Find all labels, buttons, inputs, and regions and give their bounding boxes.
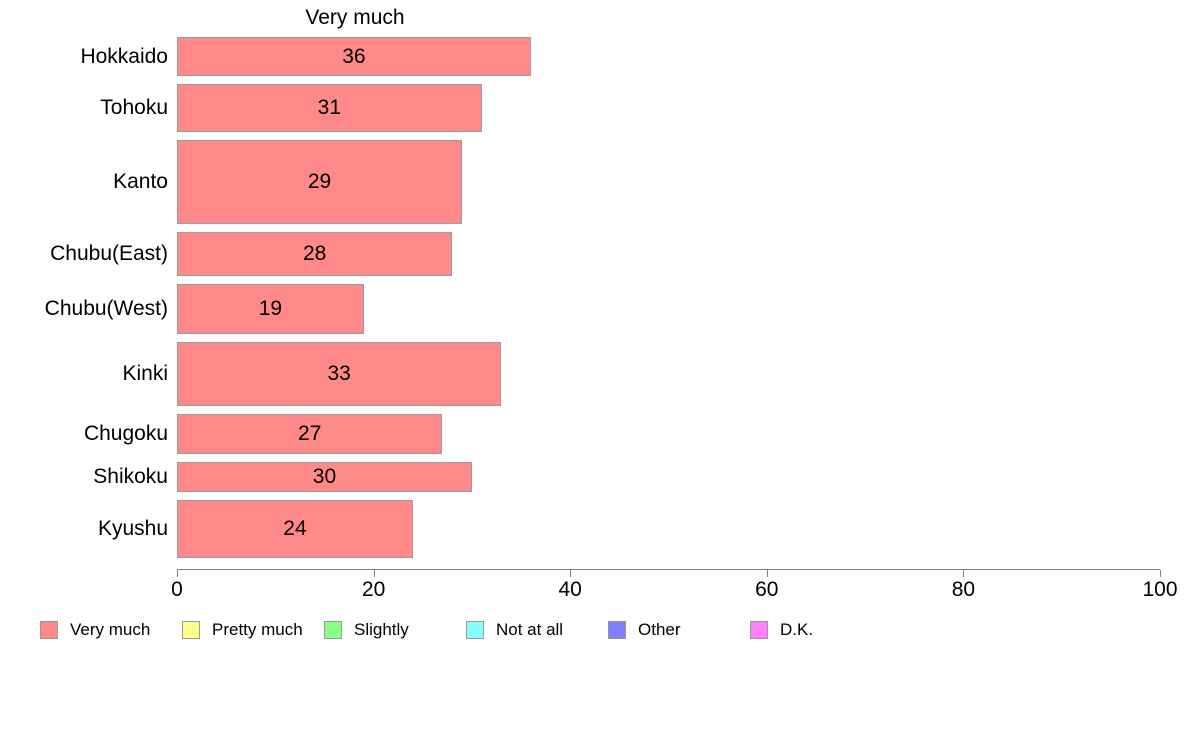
bar-row: Chubu(West) 19 bbox=[0, 284, 1188, 334]
legend-item: Pretty much bbox=[182, 620, 324, 640]
bar-row: Hokkaido 36 bbox=[0, 37, 1188, 76]
legend-label: D.K. bbox=[780, 620, 814, 639]
bar-rows: Hokkaido 36 Tohoku 31 Kanto 29 Chubu(East) 28 Ch… bbox=[0, 37, 1188, 558]
bar: 31 bbox=[177, 84, 482, 132]
x-axis-tick bbox=[177, 570, 178, 577]
legend-item: Slightly bbox=[324, 620, 466, 640]
category-label: Kyushu bbox=[97, 517, 168, 540]
category-label: Chugoku bbox=[83, 422, 168, 445]
x-axis-tick-label: 100 bbox=[1142, 578, 1178, 601]
bar-value-label: 36 bbox=[342, 44, 366, 68]
legend-item: Very much bbox=[40, 620, 182, 640]
legend-label: Not at all bbox=[496, 620, 564, 639]
legend-item: D.K. bbox=[750, 620, 892, 640]
x-axis-tick bbox=[373, 570, 375, 577]
bar-row: Chugoku 27 bbox=[0, 414, 1188, 454]
chart-title: Very much bbox=[305, 6, 405, 29]
category-label: Hokkaido bbox=[80, 44, 168, 68]
bar: 24 bbox=[177, 500, 413, 558]
bar: 29 bbox=[177, 140, 463, 224]
x-axis-tick bbox=[963, 570, 965, 577]
bar-row: Kinki 33 bbox=[0, 342, 1188, 406]
bar-value-label: 31 bbox=[317, 96, 342, 119]
bar-row: Tohoku 31 bbox=[0, 84, 1188, 132]
bar-value-label: 33 bbox=[327, 362, 351, 385]
bar-row: Kanto 29 bbox=[0, 140, 1188, 224]
x-axis-tick-label: 80 bbox=[951, 578, 976, 601]
bar: 36 bbox=[177, 37, 531, 76]
bar-value-label: 19 bbox=[258, 297, 283, 320]
bar-row: Shikoku 30 bbox=[0, 462, 1188, 492]
x-axis-tick-label: 20 bbox=[361, 578, 386, 601]
x-axis-tick-label: 40 bbox=[558, 578, 582, 601]
legend-item: Not at all bbox=[466, 620, 608, 640]
bar-row: Chubu(East) 28 bbox=[0, 232, 1188, 276]
x-axis-tick-label: 60 bbox=[755, 578, 779, 601]
bar: 33 bbox=[177, 342, 502, 406]
legend-item: Other bbox=[608, 620, 750, 640]
legend-swatch bbox=[40, 621, 58, 639]
x-axis-line bbox=[177, 569, 1160, 570]
legend-label: Other bbox=[638, 620, 681, 639]
category-label: Shikoku bbox=[93, 465, 168, 488]
x-axis-tick-label: 0 bbox=[171, 578, 183, 601]
legend-swatch bbox=[608, 621, 626, 639]
legend-label: Very much bbox=[70, 620, 151, 639]
bar-value-label: 24 bbox=[283, 517, 307, 540]
bar: 28 bbox=[177, 232, 453, 276]
x-axis-tick bbox=[1160, 570, 1161, 577]
bar-value-label: 29 bbox=[307, 170, 332, 193]
legend-swatch bbox=[466, 621, 484, 639]
bar: 27 bbox=[177, 414, 443, 454]
legend-swatch bbox=[182, 621, 200, 639]
bar-value-label: 30 bbox=[312, 465, 337, 488]
legend-swatch bbox=[750, 621, 768, 639]
legend-swatch bbox=[324, 621, 342, 639]
category-label: Kinki bbox=[122, 362, 168, 385]
legend-label: Pretty much bbox=[212, 620, 303, 639]
bar-value-label: 27 bbox=[298, 422, 322, 445]
x-axis-tick bbox=[766, 570, 768, 577]
legend: Very much Pretty much Slightly Not at all Ot… bbox=[40, 620, 892, 640]
bar: 30 bbox=[177, 462, 472, 492]
category-label: Kanto bbox=[113, 170, 168, 193]
category-label: Chubu(West) bbox=[44, 297, 168, 320]
category-label: Tohoku bbox=[100, 96, 168, 119]
bar-value-label: 28 bbox=[302, 242, 327, 265]
bar: 19 bbox=[177, 284, 364, 334]
legend-label: Slightly bbox=[354, 620, 409, 639]
x-axis-tick bbox=[570, 570, 572, 577]
bar-row: Kyushu 24 bbox=[0, 500, 1188, 558]
category-label: Chubu(East) bbox=[50, 242, 168, 265]
